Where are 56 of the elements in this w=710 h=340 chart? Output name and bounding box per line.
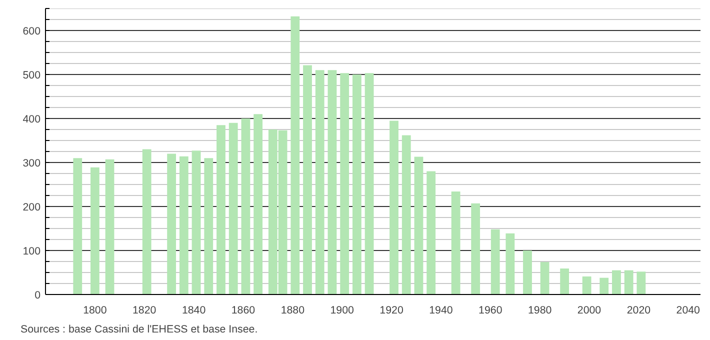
bar	[204, 158, 214, 294]
bar	[426, 171, 436, 294]
bar	[451, 192, 460, 294]
x-tick-label: 1960	[478, 304, 502, 316]
source-note: Sources : base Cassini de l'EHESS et base Insee.	[20, 324, 258, 336]
x-tick-label: 1880	[280, 304, 305, 316]
bar	[506, 233, 515, 294]
bar	[241, 118, 250, 294]
bar	[192, 150, 201, 294]
bar	[142, 149, 152, 294]
bar	[105, 159, 114, 294]
bar	[414, 156, 424, 294]
x-tick-label: 1980	[528, 304, 552, 316]
bar	[167, 154, 176, 294]
x-tick-label: 2040	[676, 304, 700, 316]
y-tick-label: 500	[22, 70, 41, 82]
x-tick-label: 1900	[330, 304, 354, 316]
bar	[315, 70, 324, 294]
y-tick-label: 600	[22, 26, 41, 38]
x-tick-label: 1920	[380, 304, 404, 316]
bar	[254, 114, 263, 294]
bar	[402, 135, 411, 294]
y-tick-label: 0	[34, 290, 41, 302]
bar	[179, 156, 188, 294]
bar	[290, 16, 300, 294]
bar	[490, 229, 500, 294]
y-tick-label: 100	[22, 246, 41, 258]
bar	[228, 122, 238, 294]
bar	[216, 125, 226, 294]
bar	[390, 120, 398, 294]
bar	[600, 278, 609, 294]
x-tick-label: 1800	[83, 304, 107, 316]
bar	[624, 270, 634, 294]
bar	[636, 272, 646, 294]
x-tick-label: 2000	[577, 304, 602, 316]
bar	[364, 73, 374, 294]
x-tick-label: 1840	[182, 304, 206, 316]
bar	[90, 167, 100, 294]
y-tick-label: 300	[22, 158, 41, 170]
x-tick-label: 1940	[429, 304, 453, 316]
bar	[303, 65, 312, 294]
bar	[560, 268, 570, 294]
bar	[73, 158, 82, 294]
bar	[612, 270, 621, 294]
y-tick-label: 200	[22, 202, 41, 214]
x-tick-label: 1860	[231, 304, 256, 316]
bar	[471, 203, 480, 294]
bar	[328, 70, 337, 294]
bar	[340, 73, 350, 294]
bar	[352, 74, 362, 294]
bar	[582, 276, 592, 294]
bar	[540, 262, 550, 294]
y-tick-label: 400	[22, 114, 41, 126]
bar	[523, 250, 532, 294]
x-tick-label: 1820	[132, 304, 156, 316]
x-tick-label: 2020	[626, 304, 651, 316]
